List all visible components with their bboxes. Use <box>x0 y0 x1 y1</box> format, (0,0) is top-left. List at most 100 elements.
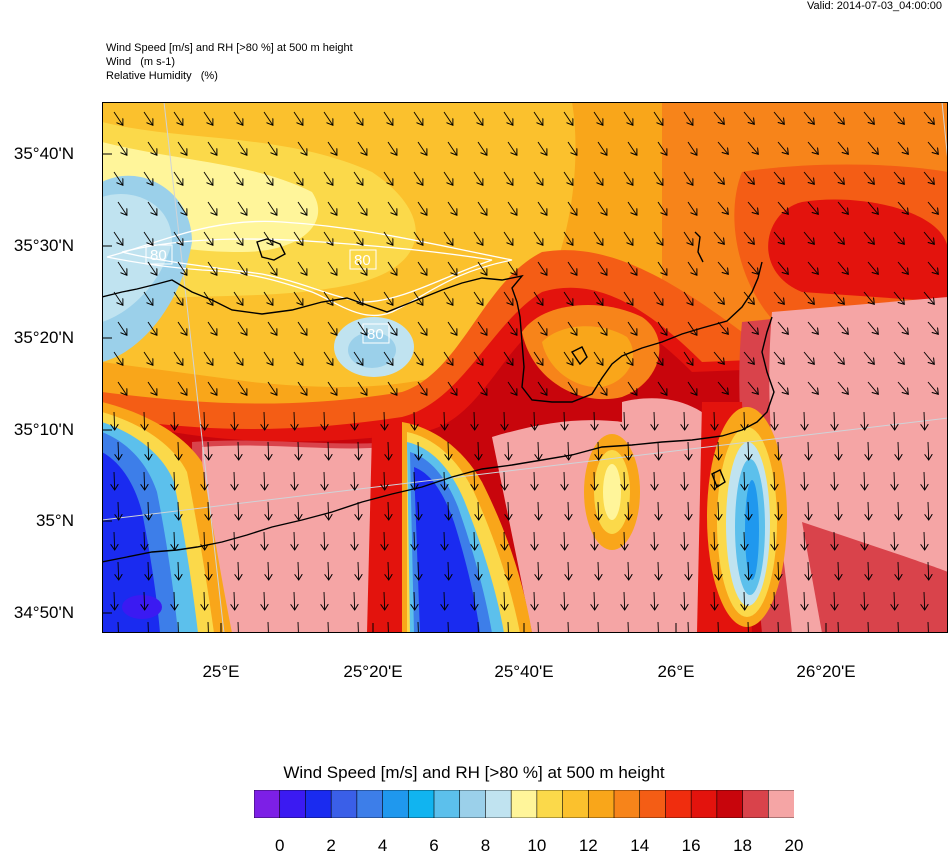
wind-arrow <box>863 171 874 184</box>
wind-arrow <box>627 261 637 275</box>
wind-arrow <box>893 291 904 304</box>
wind-arrow <box>387 201 397 215</box>
wind-arrow <box>268 501 269 520</box>
wind-arrow <box>627 621 629 633</box>
wind-arrow <box>538 501 539 520</box>
wind-arrow <box>293 171 303 185</box>
wind-arrow <box>503 231 513 245</box>
wind-arrow <box>204 591 205 610</box>
wind-arrow <box>387 321 397 335</box>
wind-arrow <box>893 171 904 184</box>
colorbar-label: 10 <box>527 836 547 855</box>
wind-arrow <box>777 141 788 154</box>
wind-arrow <box>203 351 213 365</box>
wind-arrow <box>654 591 655 610</box>
wind-arrow <box>837 141 848 154</box>
wind-arrow <box>174 591 175 610</box>
wind-arrow <box>743 231 754 244</box>
wind-arrow <box>207 141 217 155</box>
wind-arrow <box>443 171 453 185</box>
wind-arrow <box>834 531 835 550</box>
wind-arrow <box>388 501 389 520</box>
wind-arrow <box>477 621 479 633</box>
wind-arrow <box>477 261 487 275</box>
wind-arrow <box>567 381 577 395</box>
wind-arrow <box>928 441 929 460</box>
wind-arrow <box>208 561 209 580</box>
wind-arrow <box>658 561 659 580</box>
colorbar-swatch <box>485 790 512 818</box>
wind-arrow <box>744 471 745 490</box>
wind-arrow <box>173 111 183 125</box>
wind-arrow <box>893 351 904 364</box>
lat-label-3: 35°20'N <box>13 328 74 347</box>
wind-arrow <box>113 111 123 125</box>
wind-arrow <box>593 171 603 185</box>
wind-arrow <box>598 561 599 580</box>
wind-arrow <box>143 291 153 305</box>
wind-arrow <box>444 531 445 550</box>
wind-arrow <box>567 321 577 335</box>
wind-arrow <box>564 411 565 430</box>
wind-arrow <box>777 321 788 334</box>
wind-arrow <box>474 591 475 610</box>
wind-arrow <box>387 141 397 155</box>
wind-arrow <box>687 381 697 395</box>
wind-arrow <box>563 171 573 185</box>
wind-arrow <box>173 171 183 185</box>
wind-arrow <box>414 411 415 430</box>
wind-arrow <box>233 171 243 185</box>
wind-arrow <box>594 591 595 610</box>
wind-arrow <box>864 471 865 490</box>
wind-arrow <box>808 501 809 520</box>
wind-arrow <box>687 201 697 215</box>
wind-arrow <box>777 261 788 274</box>
wind-arrow <box>717 381 728 394</box>
wind-arrow <box>773 351 784 364</box>
wind-arrow <box>867 201 878 214</box>
wind-arrow <box>628 561 629 580</box>
wind-arrow <box>624 411 625 430</box>
wind-arrow <box>298 441 299 460</box>
lat-label-2: 35°30'N <box>13 236 74 255</box>
wind-arrow <box>177 321 187 335</box>
wind-arrow <box>923 111 934 124</box>
wind-arrow <box>717 201 728 214</box>
wind-arrow <box>238 441 239 460</box>
wind-arrow <box>868 441 869 460</box>
wind-arrow <box>747 261 758 274</box>
wind-arrow <box>117 321 127 335</box>
wind-arrow <box>804 411 805 430</box>
wind-arrow <box>807 261 818 274</box>
wind-arrow <box>803 351 814 364</box>
lat-label-1: 35°40'N <box>13 144 74 163</box>
wind-arrow <box>267 261 277 275</box>
wind-arrow <box>927 201 938 214</box>
wind-arrow <box>118 561 119 580</box>
wind-arrow <box>927 141 938 154</box>
wind-arrow <box>594 471 595 490</box>
wind-arrow <box>173 291 183 305</box>
wind-arrow <box>688 501 689 520</box>
wind-arrow <box>413 291 423 305</box>
wind-arrow <box>537 621 539 633</box>
wind-arrow <box>478 501 479 520</box>
wind-arrow <box>417 141 427 155</box>
wind-arrow <box>897 321 908 334</box>
wind-arrow <box>114 591 115 610</box>
wind-arrow <box>718 441 719 460</box>
wind-arrow <box>927 621 929 633</box>
wind-arrow <box>564 471 565 490</box>
contour-labels: 80 80 80 <box>145 244 390 344</box>
wind-arrow <box>353 171 363 185</box>
wind-arrow <box>177 621 179 633</box>
wind-arrow <box>773 171 784 184</box>
wind-arrow <box>263 351 273 365</box>
wind-arrow <box>657 321 667 335</box>
wind-arrow <box>834 471 835 490</box>
wind-arrow <box>233 231 243 245</box>
wind-arrow <box>743 111 754 124</box>
colorbar-swatch <box>767 790 794 818</box>
wind-arrow <box>534 411 535 430</box>
wind-arrow <box>774 471 775 490</box>
